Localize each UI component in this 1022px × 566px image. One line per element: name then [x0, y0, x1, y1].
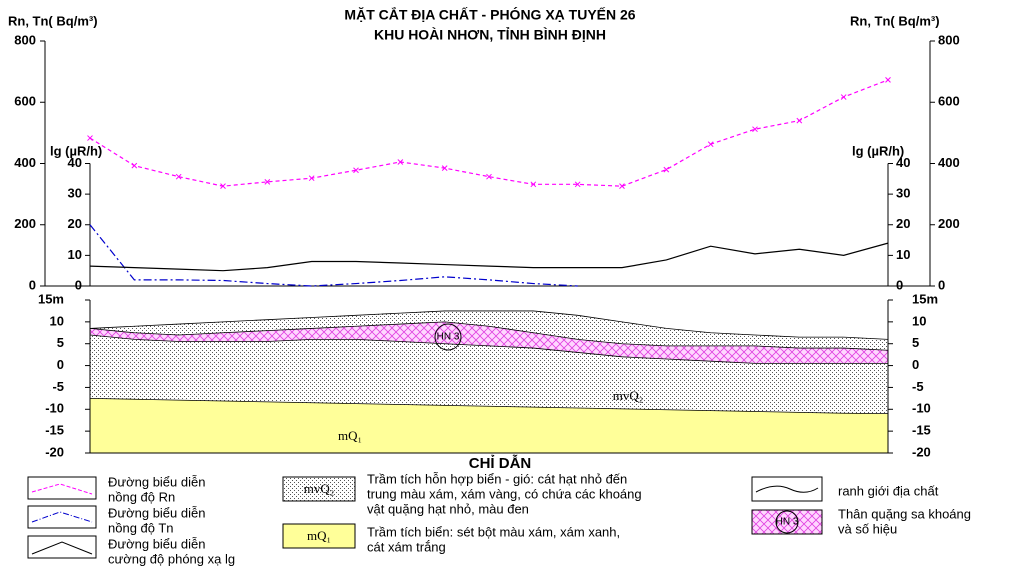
legend-symbol-label: HN 3	[776, 517, 799, 528]
point-marker	[664, 167, 669, 172]
point-marker	[620, 184, 625, 189]
chart-title: MẶT CẮT ĐỊA CHẤT - PHÓNG XẠ TUYẾN 26	[344, 6, 635, 23]
legend-box	[28, 506, 96, 528]
annotation: HN 3	[437, 332, 460, 343]
legend-box	[28, 477, 96, 499]
chart-subtitle: KHU HOÀI NHƠN, TỈNH BÌNH ĐỊNH	[374, 27, 606, 43]
legend-text: cường độ phóng xạ lg	[108, 551, 235, 566]
chart: MẶT CẮT ĐỊA CHẤT - PHÓNG XẠ TUYẾN 26 KHU…	[0, 0, 1022, 566]
annotation: mQ₁	[338, 428, 362, 443]
legend-text: Đường biểu diễn	[108, 474, 205, 489]
y2-tick-label: 40	[896, 155, 910, 170]
point-marker	[886, 77, 891, 82]
y2-tick-label: 30	[68, 186, 82, 201]
y-tick-label: -5	[912, 379, 924, 394]
legend-text: Thân quặng sa khoáng	[838, 506, 971, 521]
y2-tick-label: 10	[68, 247, 82, 262]
point-marker	[797, 118, 802, 123]
y-tick-label: -15	[912, 423, 931, 438]
y-tick-label: 800	[938, 32, 960, 47]
legend-text: cát xám trắng	[367, 539, 446, 554]
y-tick-label: 200	[938, 216, 960, 231]
series-line	[90, 225, 578, 286]
page: {"chart_data": [ {"type": "line", "title…	[0, 0, 1022, 566]
y2-tick-label: 40	[68, 155, 82, 170]
y-tick-label: 10	[50, 313, 64, 328]
y-tick-label: 0	[938, 277, 945, 292]
y-tick-label: 15m	[912, 291, 938, 306]
y2-tick-label: 20	[68, 216, 82, 231]
legend-text: nồng độ Rn	[108, 489, 175, 504]
annotation: mvQ₂	[613, 388, 644, 403]
legend-symbol-label: mvQ₂	[304, 481, 335, 496]
y-tick-label: -10	[912, 401, 931, 416]
y-axis-label-right: Rn, Tn( Bq/m³)	[850, 13, 940, 28]
y-tick-label: 600	[14, 94, 36, 109]
legend-symbol-label: mQ₁	[307, 528, 331, 543]
point-marker	[88, 136, 93, 141]
legend-text: trung màu xám, xám vàng, có chứa các kho…	[367, 486, 642, 501]
legend-text: vật quặng hạt nhỏ, màu đen	[367, 501, 529, 516]
legend-text: Trầm tích biển: sét bột màu xám, xám xan…	[367, 524, 620, 539]
legend-text: Trầm tích hỗn hợp biển - gió: cát hạt nh…	[367, 471, 627, 486]
point-marker	[841, 95, 846, 100]
y-tick-label: 0	[57, 357, 64, 372]
y-tick-label: -10	[45, 401, 64, 416]
legend: CHỈ DẪN Đường biểu diễn nồng độ Rn Đường…	[28, 455, 971, 566]
point-marker	[132, 163, 137, 168]
y-tick-label: 10	[912, 313, 926, 328]
y-tick-label: 200	[14, 216, 36, 231]
y-tick-label: -5	[52, 379, 64, 394]
y-tick-label: 5	[912, 335, 919, 350]
y-tick-label: 5	[57, 335, 64, 350]
legend-box	[28, 536, 96, 558]
y2-tick-label: 30	[896, 186, 910, 201]
y-tick-label: 0	[912, 357, 919, 372]
y2-tick-label: 10	[896, 247, 910, 262]
y-tick-label: -20	[912, 444, 931, 459]
legend-text: nồng độ Tn	[108, 520, 174, 535]
legend-text: và số hiệu	[838, 521, 897, 536]
y-tick-label: 400	[14, 155, 36, 170]
y-tick-label: 600	[938, 94, 960, 109]
y-tick-label: -20	[45, 444, 64, 459]
y-axis-label: Rn, Tn( Bq/m³)	[8, 13, 98, 28]
y-tick-label: 400	[938, 155, 960, 170]
legend-title: CHỈ DẪN	[469, 455, 532, 472]
series-line	[90, 243, 888, 271]
y-tick-label: 800	[14, 32, 36, 47]
series-line	[90, 80, 888, 186]
legend-text: Đường biểu diễn	[108, 536, 205, 551]
y2-tick-label: 0	[896, 277, 903, 292]
y-tick-label: -15	[45, 423, 64, 438]
legend-text: ranh giới địa chất	[838, 483, 939, 498]
legend-text: Đường biểu diễn	[108, 505, 205, 520]
y-tick-label: 0	[29, 277, 36, 292]
y2-tick-label: 0	[75, 277, 82, 292]
y2-tick-label: 20	[896, 216, 910, 231]
y-tick-label: 15m	[38, 291, 64, 306]
